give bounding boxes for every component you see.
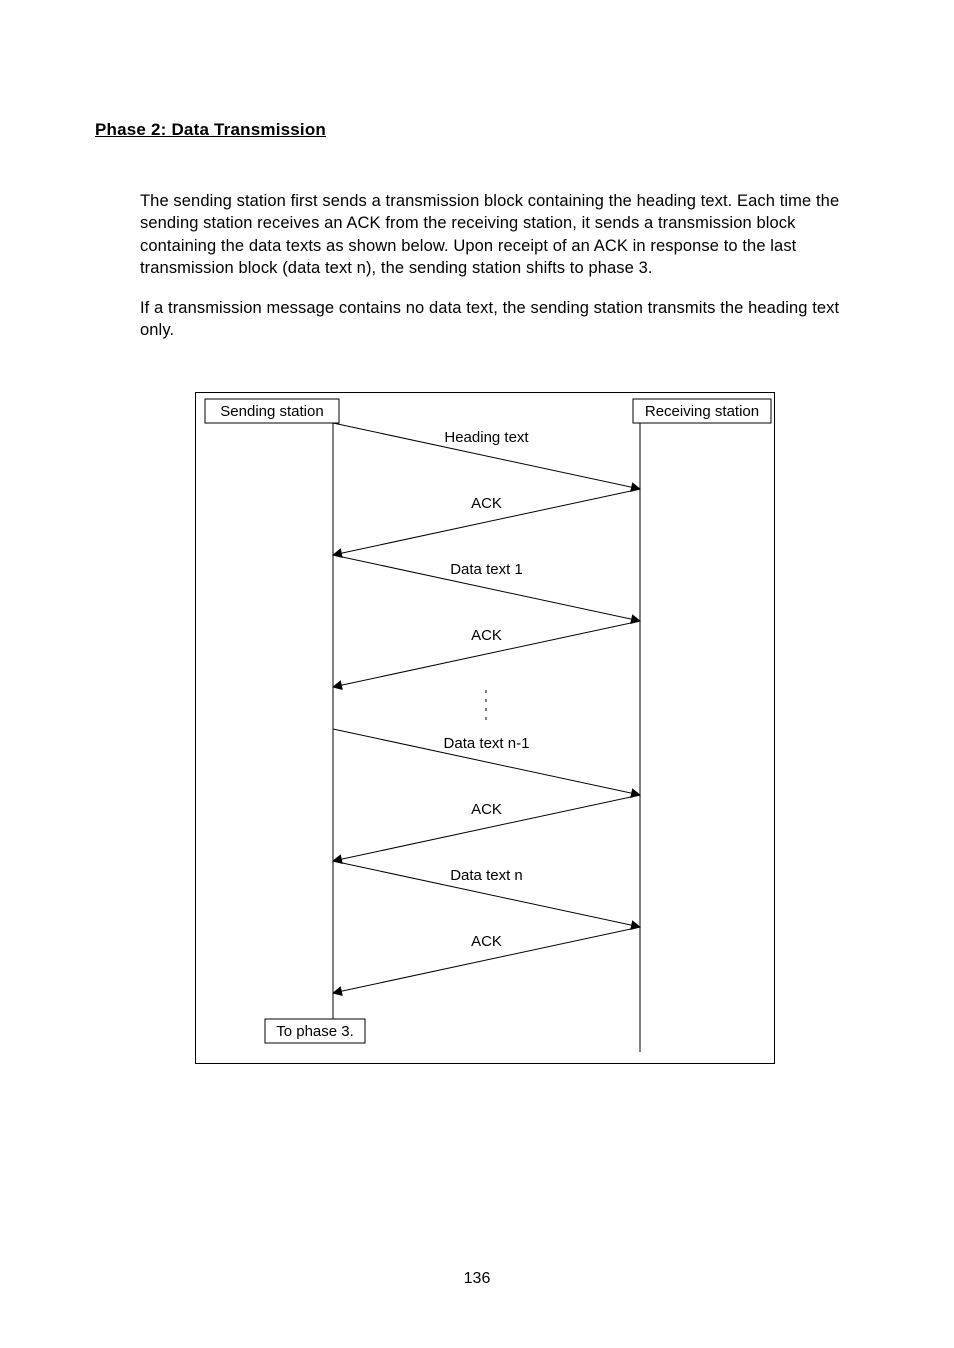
svg-text:Data text 1: Data text 1	[450, 561, 523, 578]
paragraph-2: If a transmission message contains no da…	[140, 297, 859, 342]
svg-text:Heading text: Heading text	[444, 429, 529, 446]
paragraph-1: The sending station first sends a transm…	[140, 190, 859, 279]
svg-text:Sending station: Sending station	[220, 403, 323, 420]
svg-text:ACK: ACK	[471, 495, 502, 512]
section-heading: Phase 2: Data Transmission	[95, 120, 859, 140]
svg-text:To phase 3.: To phase 3.	[276, 1023, 354, 1040]
sequence-diagram: Sending station Receiving station Heading …	[195, 392, 859, 1069]
page-number: 136	[0, 1270, 954, 1288]
svg-text:Data text n-1: Data text n-1	[444, 735, 530, 752]
svg-text:ACK: ACK	[471, 933, 502, 950]
svg-text:Data text n: Data text n	[450, 867, 523, 884]
svg-text:ACK: ACK	[471, 627, 502, 644]
svg-text:ACK: ACK	[471, 801, 502, 818]
svg-text:Receiving station: Receiving station	[645, 403, 759, 420]
